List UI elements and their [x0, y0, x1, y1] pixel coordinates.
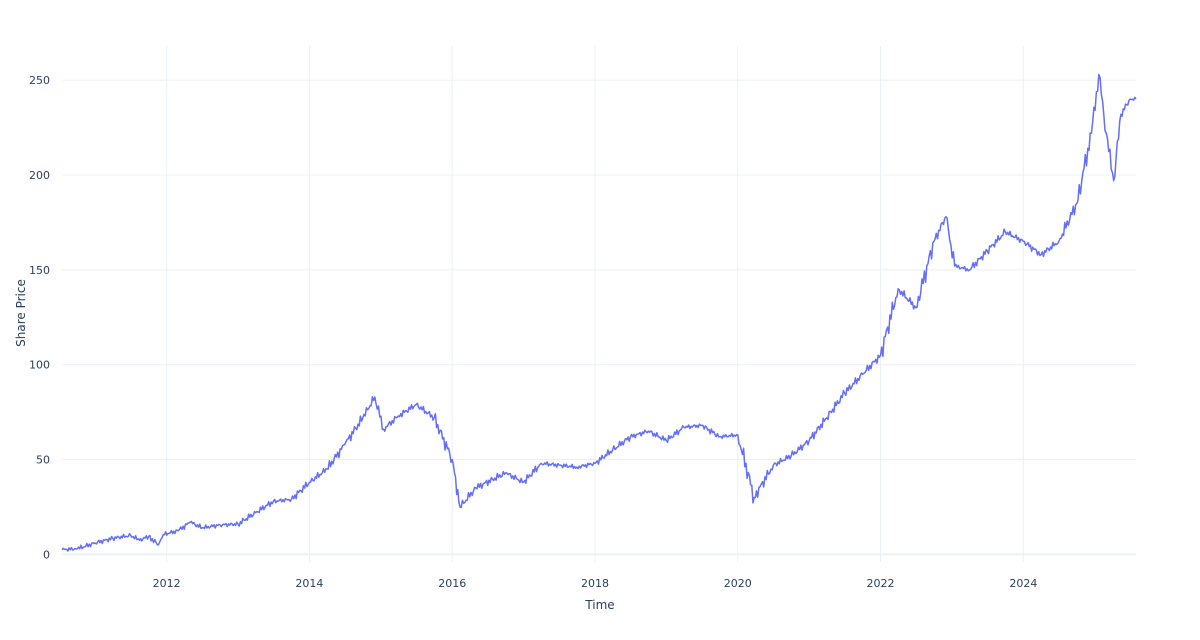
y-tick-label: 50: [36, 454, 50, 467]
x-axis-ticks: 2012 2014 2016 2018 2020 2022 2024: [153, 577, 1038, 590]
x-axis-title: Time: [584, 598, 614, 612]
x-tick-label: 2022: [867, 577, 895, 590]
y-tick-label: 150: [29, 264, 50, 277]
x-tick-label: 2014: [295, 577, 323, 590]
x-tick-label: 2016: [438, 577, 466, 590]
x-tick-label: 2018: [581, 577, 609, 590]
y-axis-ticks: 0 50 100 150 200 250: [29, 74, 50, 561]
y-tick-label: 0: [43, 548, 50, 561]
grid-lines: [62, 46, 1136, 562]
series-layer: [61, 73, 1137, 552]
x-tick-label: 2020: [724, 577, 752, 590]
x-tick-label: 2024: [1009, 577, 1037, 590]
y-tick-label: 250: [29, 74, 50, 87]
series-line: [61, 73, 1137, 552]
y-tick-label: 100: [29, 359, 50, 372]
y-tick-label: 200: [29, 169, 50, 182]
x-tick-label: 2012: [153, 577, 181, 590]
y-axis-title: Share Price: [14, 279, 28, 347]
